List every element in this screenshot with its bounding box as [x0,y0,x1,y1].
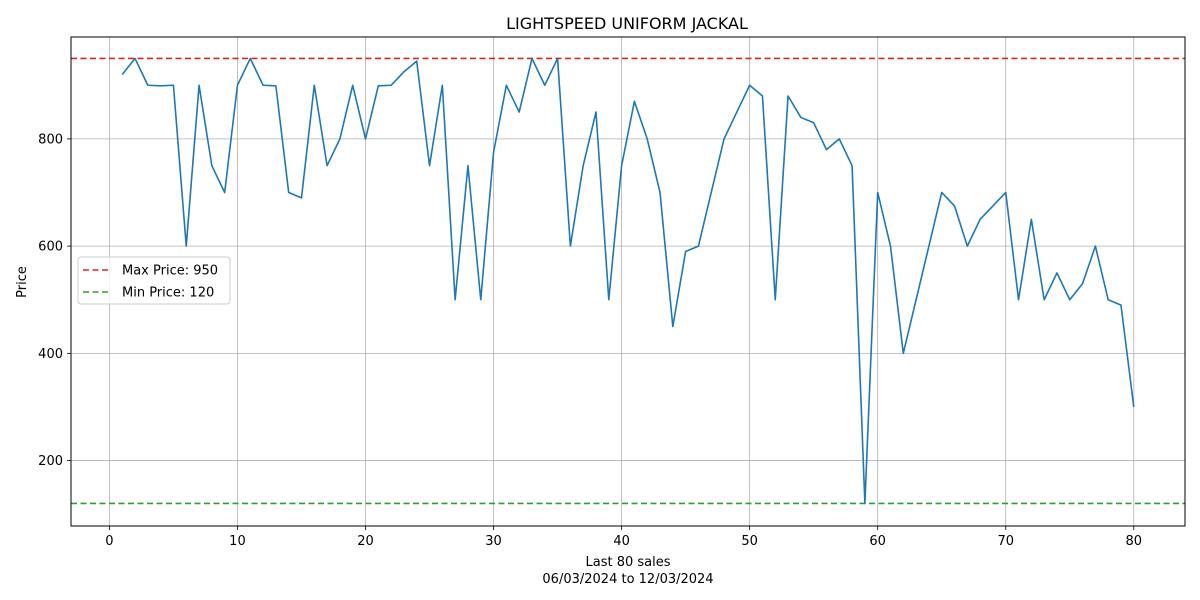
plot-frame [70,36,1186,527]
price-series-line [121,57,1135,505]
x-tick-label: 30 [485,534,502,549]
y-tick-label: 200 [38,454,63,469]
x-tick-label: 0 [105,534,113,549]
x-tick-label: 50 [741,534,758,549]
legend: Max Price: 950 Min Price: 120 [77,256,231,305]
series-group [121,57,1135,505]
x-tick-label: 40 [613,534,630,549]
x-tick-label: 20 [357,534,374,549]
chart-title: LIGHTSPEED UNIFORM JACKAL [506,14,748,33]
x-tick-label: 10 [229,534,246,549]
grid-lines [71,37,1185,526]
legend-label: Max Price: 950 [122,264,218,279]
y-tick-label: 400 [38,347,63,362]
y-axis-label: Price [15,266,30,298]
legend-label: Min Price: 120 [122,286,214,301]
x-axis-sublabel: 06/03/2024 to 12/03/2024 [542,572,713,587]
y-axis-ticks: 200 400 600 800 [38,132,71,469]
x-tick-label: 70 [997,534,1014,549]
x-axis-ticks: 0 10 20 30 40 50 60 70 80 [105,526,1142,549]
y-tick-label: 600 [38,240,63,255]
x-tick-label: 60 [869,534,886,549]
reference-lines [71,57,1185,505]
x-axis-label: Last 80 sales [585,555,670,570]
x-tick-label: 80 [1126,534,1143,549]
y-tick-label: 800 [38,132,63,147]
legend-box [77,256,231,305]
